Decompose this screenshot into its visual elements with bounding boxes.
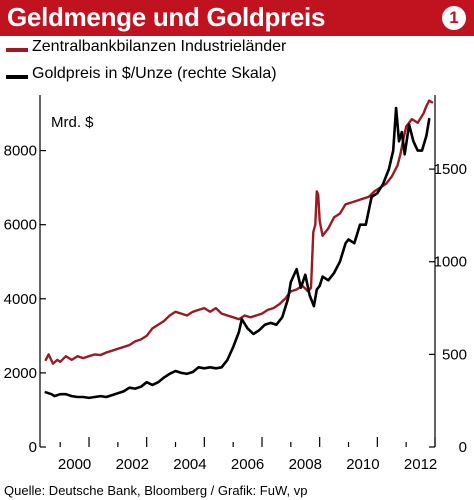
series-line-central-bank <box>44 99 434 365</box>
legend-swatch-red <box>6 48 28 52</box>
left-tick-label: 6000 <box>4 217 37 234</box>
left-tick-label: 8000 <box>4 143 37 160</box>
x-tick-label: 2004 <box>173 456 206 473</box>
series-line-gold <box>44 106 431 400</box>
source-note: Quelle: Deutsche Bank, Bloomberg / Grafi… <box>4 483 308 498</box>
left-tick-label: 2000 <box>4 365 37 382</box>
x-tick-label: 2010 <box>346 456 379 473</box>
left-tick-label: 0 <box>29 439 37 456</box>
x-tick-label: 2008 <box>289 456 322 473</box>
legend-label-black: Goldpreis in $/Unze (rechte Skala) <box>32 65 277 82</box>
figure-number-badge: 1 <box>442 6 466 30</box>
x-tick-label: 2012 <box>404 456 437 473</box>
legend-swatch-black <box>6 75 28 79</box>
left-tick-label: 4000 <box>4 291 37 308</box>
right-tick-label: 500 <box>442 346 467 363</box>
chart-title: Geldmenge und Goldpreis <box>7 2 326 32</box>
x-tick-label: 2002 <box>116 456 149 473</box>
right-tick-label: 1000 <box>434 254 467 271</box>
left-axis-label: Mrd. $ <box>51 114 94 131</box>
right-tick-label: 0 <box>459 439 467 456</box>
right-tick-label: 1500 <box>434 161 467 178</box>
title-bar: Geldmenge und Goldpreis 1 <box>0 0 474 36</box>
x-tick-label: 2006 <box>231 456 264 473</box>
legend-label-red: Zentralbankbilanzen Industrieländer <box>32 38 287 55</box>
x-tick-label: 2000 <box>58 456 91 473</box>
